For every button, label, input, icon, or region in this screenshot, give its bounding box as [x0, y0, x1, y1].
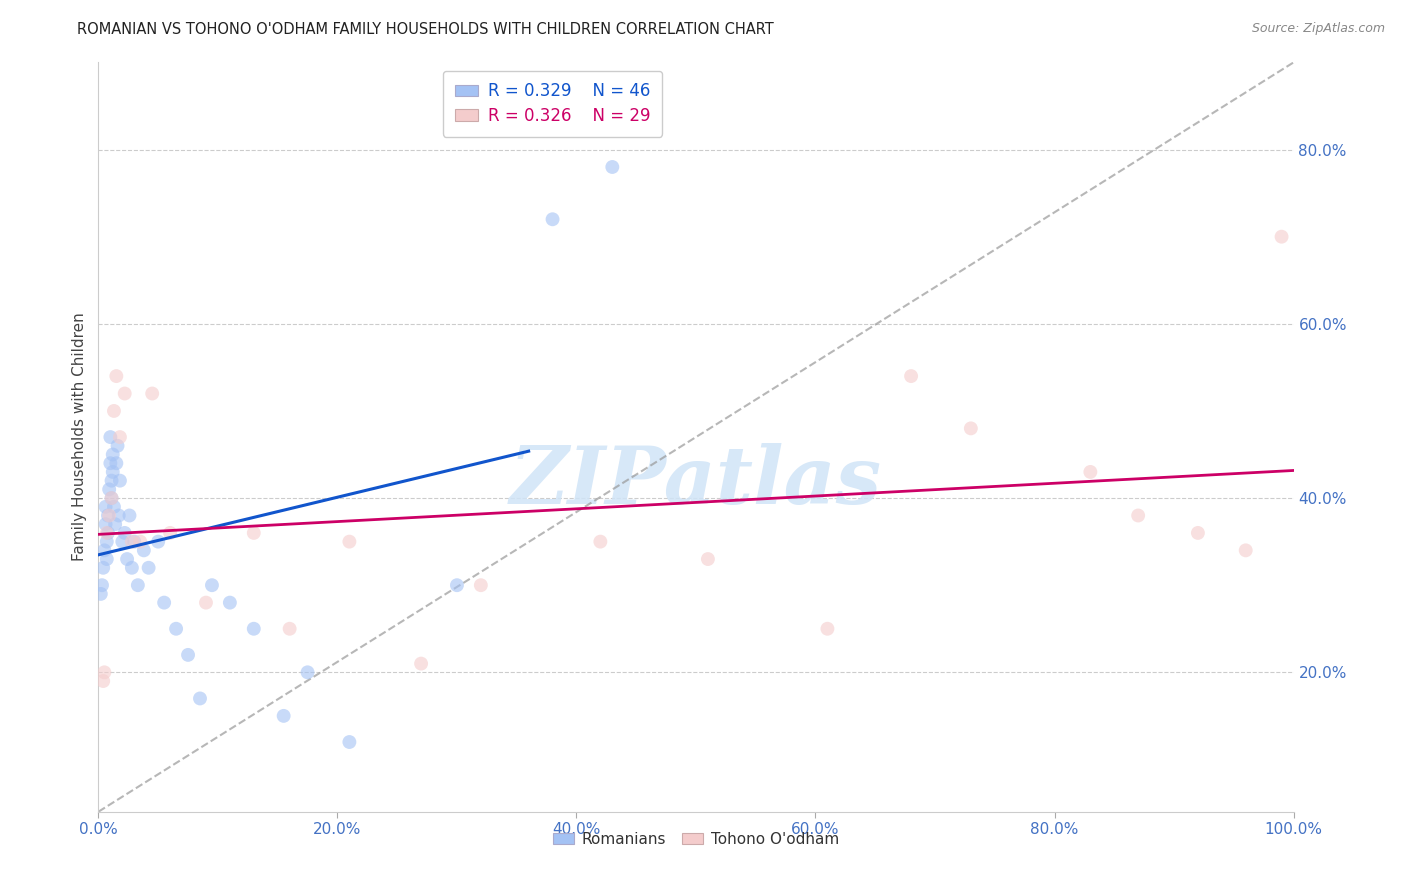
Y-axis label: Family Households with Children: Family Households with Children	[72, 313, 87, 561]
Point	[96, 534, 118, 549]
Point	[1271, 229, 1294, 244]
Point	[1234, 543, 1257, 558]
Point	[91, 578, 114, 592]
Point	[339, 534, 361, 549]
Point	[100, 491, 122, 505]
Point	[118, 508, 141, 523]
Point	[100, 491, 122, 505]
Point	[108, 430, 131, 444]
Point	[114, 386, 136, 401]
Point	[159, 525, 181, 540]
Point	[115, 552, 138, 566]
Point	[141, 386, 163, 401]
Point	[91, 673, 114, 688]
Point	[900, 369, 922, 384]
Point	[219, 596, 242, 610]
Text: ZIPatlas: ZIPatlas	[510, 443, 882, 521]
Point	[1187, 525, 1209, 540]
Point	[273, 709, 295, 723]
Point	[129, 534, 152, 549]
Point	[195, 596, 218, 610]
Point	[602, 160, 624, 174]
Point	[91, 561, 114, 575]
Point	[101, 448, 124, 462]
Point	[114, 525, 136, 540]
Point	[127, 578, 149, 592]
Point	[153, 596, 176, 610]
Point	[111, 534, 134, 549]
Point	[97, 508, 120, 523]
Point	[93, 665, 115, 680]
Point	[1080, 465, 1102, 479]
Point	[90, 587, 112, 601]
Point	[815, 622, 838, 636]
Legend: Romanians, Tohono O'odham: Romanians, Tohono O'odham	[547, 826, 845, 853]
Point	[446, 578, 468, 592]
Point	[201, 578, 224, 592]
Point	[98, 456, 122, 470]
Point	[103, 404, 125, 418]
Point	[177, 648, 200, 662]
Point	[1128, 508, 1150, 523]
Point	[108, 474, 131, 488]
Point	[96, 525, 118, 540]
Point	[411, 657, 433, 671]
Text: Source: ZipAtlas.com: Source: ZipAtlas.com	[1251, 22, 1385, 36]
Point	[470, 578, 492, 592]
Point	[93, 543, 115, 558]
Point	[297, 665, 319, 680]
Point	[101, 465, 124, 479]
Point	[188, 691, 211, 706]
Point	[339, 735, 361, 749]
Point	[243, 622, 266, 636]
Point	[98, 508, 121, 523]
Point	[98, 483, 121, 497]
Point	[132, 543, 155, 558]
Point	[103, 500, 125, 514]
Point	[121, 561, 143, 575]
Point	[96, 552, 118, 566]
Point	[105, 456, 128, 470]
Point	[121, 534, 143, 549]
Point	[94, 517, 117, 532]
Point	[148, 534, 170, 549]
Point	[97, 525, 120, 540]
Point	[541, 212, 564, 227]
Point	[697, 552, 720, 566]
Text: ROMANIAN VS TOHONO O'ODHAM FAMILY HOUSEHOLDS WITH CHILDREN CORRELATION CHART: ROMANIAN VS TOHONO O'ODHAM FAMILY HOUSEH…	[77, 22, 775, 37]
Point	[589, 534, 612, 549]
Point	[105, 369, 128, 384]
Point	[100, 474, 122, 488]
Point	[94, 500, 117, 514]
Point	[138, 561, 160, 575]
Point	[98, 430, 122, 444]
Point	[165, 622, 187, 636]
Point	[104, 517, 127, 532]
Point	[107, 508, 129, 523]
Point	[107, 439, 129, 453]
Point	[243, 525, 266, 540]
Point	[960, 421, 983, 435]
Point	[124, 534, 146, 549]
Point	[278, 622, 301, 636]
